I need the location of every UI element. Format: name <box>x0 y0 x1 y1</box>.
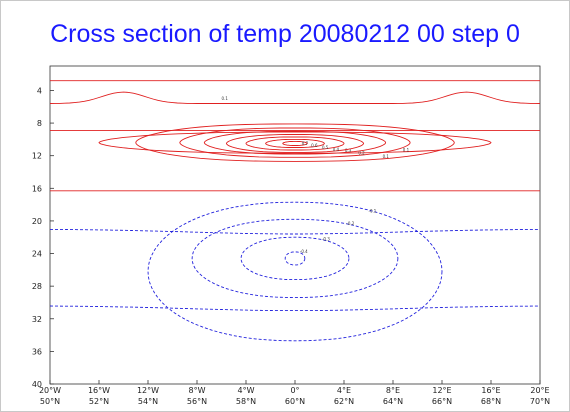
y-tick-label: 28 <box>32 282 42 291</box>
x-tick-label-lon: 0° <box>290 386 299 395</box>
positive-contour-line <box>203 130 387 155</box>
positive-contour-line <box>282 140 308 146</box>
negative-contour-line <box>147 201 443 342</box>
y-tick-label: 12 <box>32 152 42 161</box>
positive-contour-line <box>98 131 492 154</box>
y-tick-label: 36 <box>32 347 42 356</box>
y-tick-label: 16 <box>32 184 42 193</box>
contour-label: 0.6 <box>311 143 318 148</box>
x-tick-label-lat: 54°N <box>138 397 158 406</box>
x-tick-label-lon: 8°E <box>386 386 400 395</box>
contour-label: 0.2 <box>358 151 365 156</box>
positive-contour-line <box>265 138 325 148</box>
contour-label: 0.1 <box>403 147 410 152</box>
negative-contour-line <box>50 228 540 235</box>
x-tick-label-lon: 12°W <box>137 386 159 395</box>
x-axis: 20°W 50°N 16°W 52°N 12°W 54°N 8°W 56°N 4°W 58°N 0°… <box>39 380 550 406</box>
plot-area <box>49 65 541 385</box>
x-tick-label-lon: 12°E <box>432 386 451 395</box>
negative-contour-line <box>49 305 541 312</box>
x-tick-label-lon: 4°E <box>337 386 351 395</box>
contour-label: -0.2 <box>346 221 354 226</box>
x-tick-label-lon: 20°W <box>39 386 61 395</box>
y-axis: 4 8 12 16 20 24 28 32 36 40 <box>32 86 54 389</box>
contour-label: 0.5 <box>322 145 329 150</box>
positive-contour-line <box>245 136 345 151</box>
x-tick-label-lat: 64°N <box>383 397 403 406</box>
x-tick-label-lat: 52°N <box>89 397 109 406</box>
contour-label: 0.1 <box>222 96 229 101</box>
x-tick-label-lon: 20°E <box>530 386 549 395</box>
x-tick-label-lat: 66°N <box>432 397 452 406</box>
x-tick-label-lon: 8°W <box>189 386 206 395</box>
positive-contour-line <box>225 134 365 153</box>
x-tick-label-lat: 68°N <box>481 397 501 406</box>
contour-label: -0.3 <box>322 236 330 241</box>
y-tick-label: 32 <box>32 315 42 324</box>
x-tick-label-lat: 62°N <box>334 397 354 406</box>
x-tick-label-lat: 60°N <box>285 397 305 406</box>
negative-contours: -0.1 -0.2 -0.3 -0.4 <box>49 201 541 342</box>
contour-label: 0.3 <box>345 148 352 153</box>
contour-label: -0.4 <box>300 249 308 254</box>
y-tick-label: 4 <box>37 86 42 95</box>
x-tick-label-lon: 16°W <box>88 386 110 395</box>
upper-contour-line <box>49 91 541 104</box>
contour-label: 0.1 <box>383 154 390 159</box>
y-tick-label: 20 <box>32 217 42 226</box>
x-tick-label-lat: 58°N <box>236 397 256 406</box>
x-tick-label-lon: 4°W <box>238 386 255 395</box>
upper-positive-band: 0.1 <box>49 80 541 192</box>
y-tick-label: 40 <box>32 380 42 389</box>
chart-title: Cross section of temp 20080212 00 step 0 <box>50 20 520 48</box>
negative-contour-line <box>191 218 399 299</box>
contour-label: -0.1 <box>369 209 377 214</box>
contour-label: 0.7 <box>302 141 309 146</box>
y-tick-label: 24 <box>32 250 42 259</box>
y-tick-label: 8 <box>37 119 42 128</box>
x-tick-label-lon: 16°E <box>481 386 500 395</box>
positive-contour-line <box>135 123 455 162</box>
x-tick-label-lat: 50°N <box>40 397 60 406</box>
negative-contour-line <box>284 251 306 266</box>
contour-label: 0.4 <box>333 147 340 152</box>
positive-contours: 0.1 0.1 0.2 0.3 0.4 0.5 0.60.7 <box>98 123 492 162</box>
x-tick-label-lat: 56°N <box>187 397 207 406</box>
x-tick-label-lat: 70°N <box>530 397 550 406</box>
negative-contour-line <box>240 236 350 281</box>
